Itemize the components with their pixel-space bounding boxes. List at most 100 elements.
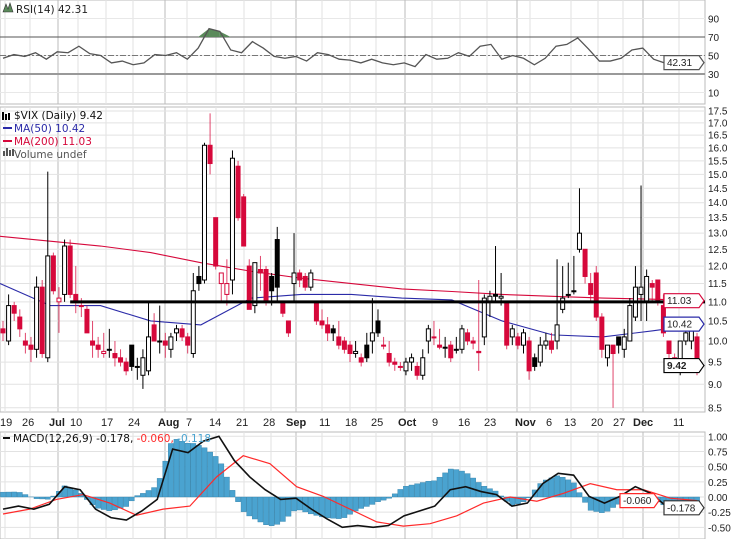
date-tick-label: Jul	[49, 417, 65, 429]
macd-histogram-bar	[313, 496, 320, 516]
candle-body	[521, 332, 526, 346]
macd-axis-label: 0.00	[708, 493, 728, 504]
price-axis-label: 14.0	[708, 198, 728, 209]
candle	[498, 272, 504, 306]
price-axis-label: 11.5	[708, 279, 727, 290]
candle	[17, 309, 23, 337]
candle-body	[341, 340, 347, 350]
candle-body	[235, 165, 241, 219]
macd-histogram-bar	[447, 468, 454, 498]
legends: RSI(14) 42.31 $VIX (Daily) 9.42 MA(50) 1…	[13, 4, 211, 445]
candle-body	[123, 361, 129, 372]
macd-histogram-bar	[134, 495, 141, 498]
candle	[11, 301, 17, 321]
macd-histogram-bar	[419, 482, 426, 498]
ma200-legend: MA(200) 11.03	[14, 136, 92, 148]
candle-body	[526, 340, 532, 372]
candle	[207, 113, 213, 175]
candle-body	[610, 344, 616, 355]
candle	[106, 328, 112, 358]
candle-body	[207, 144, 213, 165]
candle	[459, 324, 465, 354]
macd-histogram-bar	[72, 489, 79, 498]
ma50-legend: MA(50) 10.42	[14, 123, 85, 135]
close-value-badge: 9.42	[663, 357, 705, 374]
macd-histogram-bar	[22, 494, 29, 498]
close-value-badge-frame	[663, 357, 705, 374]
candle-body	[162, 340, 168, 346]
macd-histogram-bar	[324, 496, 331, 519]
macd-histogram-bar	[168, 443, 174, 498]
candle	[392, 357, 398, 371]
candle-body	[381, 344, 387, 347]
candle	[6, 294, 12, 346]
price-axis-label: 14.5	[708, 184, 728, 195]
candle-body	[560, 297, 566, 310]
rsi-overbought-fill	[209, 28, 220, 37]
macd-histogram-bar	[363, 496, 370, 507]
date-tick-label: 13	[564, 417, 576, 429]
candle-body	[106, 348, 112, 351]
candle-body	[431, 336, 437, 339]
candle	[638, 185, 644, 321]
candle-body	[369, 332, 375, 342]
macd-signal-badge: -0.060	[619, 493, 660, 509]
price-axis-label: 15.5	[708, 156, 728, 167]
candle	[112, 341, 118, 367]
macd-axis-label: 0.25	[708, 478, 728, 489]
price-axis-label: 9.5	[708, 358, 722, 369]
price-legend: $VIX (Daily) 9.42	[14, 110, 103, 122]
candle-body	[190, 290, 196, 355]
candle-body	[358, 357, 364, 363]
macd-histogram-bar	[252, 496, 258, 520]
candle-body	[257, 269, 263, 274]
macd-histogram-bar	[33, 496, 40, 499]
macd-histogram-bar	[543, 479, 549, 498]
candle-body	[470, 340, 476, 344]
candle	[347, 341, 353, 363]
candle-body	[448, 344, 454, 359]
candle	[616, 336, 622, 354]
candle-body	[548, 340, 554, 350]
candle	[129, 344, 135, 371]
date-axis: 19 26 Jul 10 17 24 Aug 7 14 21 28 Sep 11 18 25 Oct 9 16 23…	[0, 417, 684, 429]
candle-body	[28, 344, 34, 350]
candle-body	[498, 295, 504, 299]
candle	[409, 353, 415, 371]
macd-histogram-bar	[610, 496, 616, 508]
candle-body	[476, 350, 482, 354]
candle-body	[420, 357, 426, 376]
candlestick-legend-icon	[2, 112, 10, 120]
candle-body	[386, 353, 392, 363]
macd-histogram-bar	[257, 496, 264, 523]
candle	[134, 357, 140, 380]
candle-body	[353, 350, 359, 355]
macd-value-badge-frame	[663, 500, 705, 516]
macd-histogram-bar	[397, 489, 404, 498]
candle	[381, 336, 387, 350]
candle	[257, 255, 263, 291]
candle	[448, 341, 454, 363]
rsi-axis-label: 50	[708, 52, 720, 63]
candle	[509, 324, 515, 346]
candle	[22, 332, 28, 354]
candle-body	[330, 328, 336, 334]
candle	[218, 272, 224, 302]
rsi-value-badge-frame	[663, 55, 705, 71]
macd-histogram-bar	[554, 475, 560, 498]
macd-histogram-bar	[16, 492, 23, 498]
candle	[588, 272, 594, 302]
macd-axis-label: 1.00	[708, 432, 728, 443]
candle	[241, 193, 247, 247]
candle-body	[157, 340, 163, 343]
ma200-value-badge-frame	[663, 293, 705, 309]
macd-axis-label: 0.75	[708, 447, 728, 458]
candle-body	[593, 272, 599, 318]
candle-body	[118, 357, 124, 363]
date-tick-label: Nov	[515, 417, 537, 429]
candle	[537, 336, 543, 367]
candle	[325, 317, 331, 342]
macd-signal-badge-frame	[619, 493, 660, 509]
macd-histogram-bar	[263, 496, 269, 525]
macd-histogram-bar	[207, 451, 213, 498]
